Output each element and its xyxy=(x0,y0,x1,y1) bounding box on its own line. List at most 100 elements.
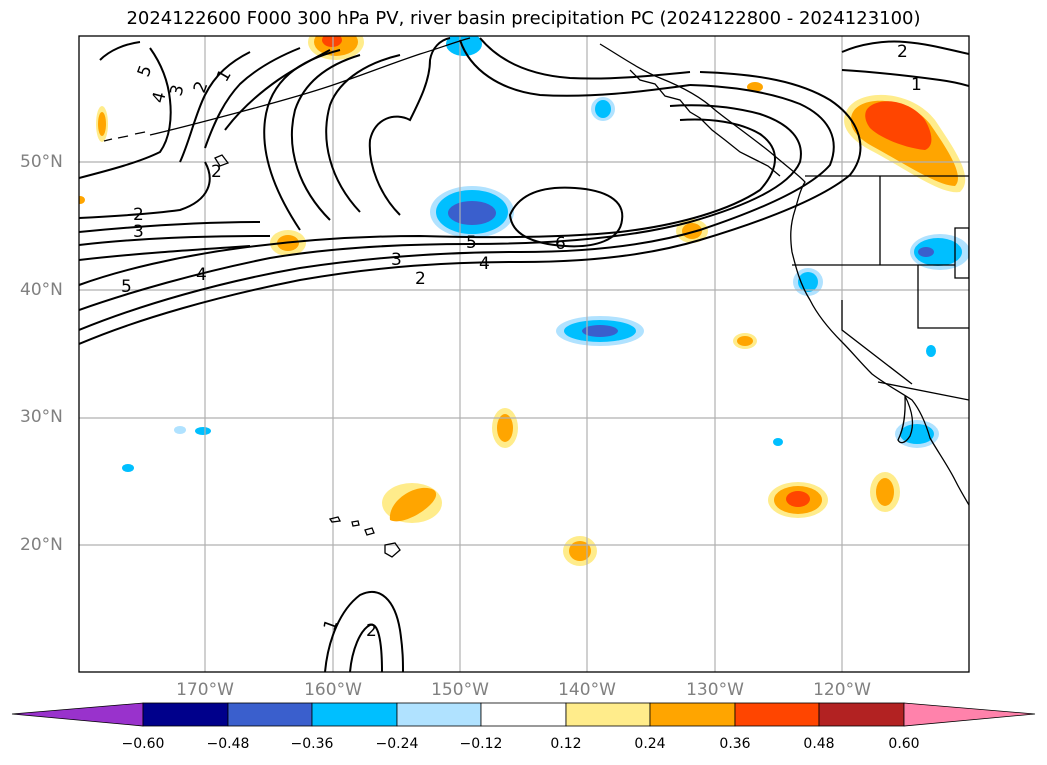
pv-contour xyxy=(841,40,969,55)
colorbar-extend-high xyxy=(903,702,1036,727)
precip-positive-area xyxy=(865,101,932,150)
precip-negative-area xyxy=(582,325,618,337)
pv-contour xyxy=(99,41,141,61)
lon-label: 170°W xyxy=(176,680,234,700)
state-border xyxy=(841,300,913,385)
colorbar-segment xyxy=(734,702,820,727)
lon-label: 160°W xyxy=(304,680,362,700)
pv-contour xyxy=(224,49,331,131)
contour-label: 3 xyxy=(391,250,402,270)
precip-positive-area xyxy=(389,487,437,522)
colorbar-segment xyxy=(480,702,567,727)
aleutian-island xyxy=(103,138,113,142)
colorbar-tick-label: −0.36 xyxy=(290,736,334,752)
colorbar-segment xyxy=(396,702,482,727)
precip-positive-area xyxy=(322,36,342,47)
precip-negative-area xyxy=(174,426,186,434)
pv-contour xyxy=(79,161,211,219)
contour-label: 5 xyxy=(121,277,132,297)
colorbar xyxy=(11,702,1036,727)
colorbar-tick-label: −0.12 xyxy=(459,736,503,752)
lon-label: 140°W xyxy=(558,680,616,700)
hawaii-island xyxy=(328,516,341,523)
lon-label: 150°W xyxy=(431,680,489,700)
precip-negative-area xyxy=(595,100,611,118)
contour-label: 2 xyxy=(190,79,212,96)
precip-negative-area xyxy=(914,238,962,266)
lat-label: 20°N xyxy=(20,535,63,555)
precip-positive-area xyxy=(497,414,513,442)
colorbar-segment xyxy=(311,702,398,727)
pv-contour xyxy=(368,37,451,216)
pv-contour xyxy=(79,118,776,286)
colorbar-extend-low xyxy=(11,702,144,727)
colorbar-tick-label: 0.60 xyxy=(888,736,920,752)
mexico-border xyxy=(877,381,969,401)
colorbar-tick-label: 0.12 xyxy=(550,736,582,752)
pv-contour xyxy=(459,39,691,97)
precip-positive-area xyxy=(786,491,810,507)
contour-label: 3 xyxy=(133,222,144,242)
precip-positive-area xyxy=(569,541,591,561)
contour-labels: 5 4 3 2 1 2 2 3 5 4 5 6 3 4 2 2 1 1 2 xyxy=(121,42,922,641)
lat-label: 30°N xyxy=(20,407,63,427)
contour-label: 4 xyxy=(196,265,207,285)
colorbar-segment xyxy=(142,702,229,727)
contour-label: 2 xyxy=(133,205,144,225)
pv-contour xyxy=(79,104,802,311)
contour-label: 3 xyxy=(167,83,189,99)
contour-label: 5 xyxy=(134,63,156,80)
pv-contour xyxy=(479,37,691,80)
coastlines xyxy=(103,37,969,558)
precip-positive-area xyxy=(98,112,106,136)
precip-shading xyxy=(79,36,969,566)
colorbar-tick-label: 0.48 xyxy=(803,736,835,752)
north-america-coast xyxy=(599,43,969,506)
pv-contour xyxy=(79,71,862,345)
lon-label: 120°W xyxy=(813,680,871,700)
colorbar-segment xyxy=(649,702,736,727)
lat-label: 40°N xyxy=(20,280,63,300)
pv-contour xyxy=(325,54,401,213)
precip-positive-area xyxy=(737,336,753,346)
lon-label: 130°W xyxy=(686,680,744,700)
pv-contour xyxy=(204,47,301,149)
colorbar-segment xyxy=(565,702,651,727)
precip-positive-area xyxy=(876,478,894,506)
pv-contour xyxy=(79,245,251,261)
pv-contour xyxy=(841,69,969,87)
baja-peninsula xyxy=(897,395,914,444)
colorbar-segment xyxy=(818,702,905,727)
precip-negative-area xyxy=(926,345,936,357)
colorbar-tick-label: −0.24 xyxy=(375,736,419,752)
contour-label: 2 xyxy=(415,269,426,289)
pv-contour xyxy=(179,51,251,163)
contour-label: 4 xyxy=(479,254,490,274)
map-title: 2024122600 F000 300 hPa PV, river basin … xyxy=(126,8,921,29)
pv-contour xyxy=(508,186,624,248)
aleutian-island xyxy=(117,135,129,139)
contour-label: 1 xyxy=(911,75,922,95)
hawaii-island xyxy=(364,527,375,536)
canada-islands xyxy=(629,69,781,177)
precip-negative-area xyxy=(773,438,783,446)
colorbar-tick-label: −0.60 xyxy=(121,736,165,752)
colorbar-tick-label: −0.48 xyxy=(206,736,250,752)
pv-contour xyxy=(79,221,261,233)
pv-contour xyxy=(263,49,341,231)
pv-contour xyxy=(291,54,361,221)
contour-label: 5 xyxy=(466,233,477,253)
hawaii-island xyxy=(351,520,360,527)
precip-negative-area xyxy=(122,464,134,472)
colorbar-tick-label: 0.24 xyxy=(634,736,666,752)
aleutian-island xyxy=(134,131,146,135)
contour-label: 4 xyxy=(149,90,171,106)
graticule xyxy=(79,36,969,672)
pv-contours xyxy=(79,37,969,672)
map-frame xyxy=(78,35,970,673)
precip-positive-area xyxy=(747,82,763,92)
contour-label: 2 xyxy=(897,42,908,62)
colorbar-tick-label: 0.36 xyxy=(719,736,751,752)
hawaii-island xyxy=(384,542,401,558)
